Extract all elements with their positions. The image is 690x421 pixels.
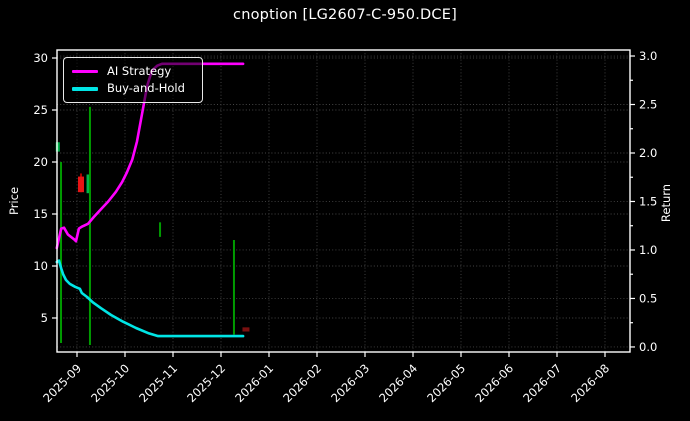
legend-label-ai-strategy: AI Strategy	[107, 63, 172, 78]
right-tick-label: 3.0	[639, 49, 657, 63]
x-tick-label: 2025-10	[88, 361, 132, 405]
candle-body	[242, 327, 250, 332]
series-line-buy-and-hold	[55, 259, 245, 338]
x-tick-label: 2026-08	[568, 361, 612, 405]
x-tick-label: 2026-01	[232, 361, 276, 405]
legend-item-buy-and-hold: Buy-and-Hold	[72, 81, 194, 95]
legend-label-buy-and-hold: Buy-and-Hold	[107, 81, 185, 95]
x-tick-label: 2026-04	[376, 361, 420, 405]
right-tick-label: 0.0	[639, 340, 657, 354]
legend: AI Strategy Buy-and-Hold	[63, 57, 203, 103]
x-tick-label: 2025-12	[184, 361, 228, 405]
left-tick-label: 5	[41, 311, 48, 325]
legend-item-ai-strategy: AI Strategy	[72, 63, 194, 78]
x-tick-label: 2026-07	[520, 361, 564, 405]
right-tick-label: 2.0	[639, 146, 657, 160]
chart-title: cnoption [LG2607-C-950.DCE]	[233, 7, 457, 23]
left-tick-label: 25	[33, 103, 48, 117]
right-tick-label: 1.5	[639, 194, 657, 208]
right-tick-label: 0.5	[639, 291, 657, 305]
x-tick-label: 2026-05	[424, 361, 468, 405]
x-tick-label: 2026-03	[328, 361, 372, 405]
x-tick-label: 2025-09	[40, 361, 84, 405]
right-tick-label: 1.0	[639, 243, 657, 257]
candle-body	[55, 142, 60, 152]
right-tick-label: 2.5	[639, 98, 657, 112]
left-tick-label: 10	[33, 259, 48, 273]
legend-swatch-buy-and-hold	[72, 87, 98, 91]
left-tick-label: 30	[33, 51, 48, 65]
left-tick-label: 20	[33, 155, 48, 169]
legend-swatch-ai-strategy	[72, 69, 98, 73]
left-tick-label: 15	[33, 207, 48, 221]
candle-body	[77, 176, 84, 193]
candle-body	[86, 174, 90, 194]
x-tick-label: 2025-11	[136, 361, 180, 405]
x-tick-label: 2026-06	[472, 361, 516, 405]
x-tick-label: 2026-02	[280, 361, 324, 405]
